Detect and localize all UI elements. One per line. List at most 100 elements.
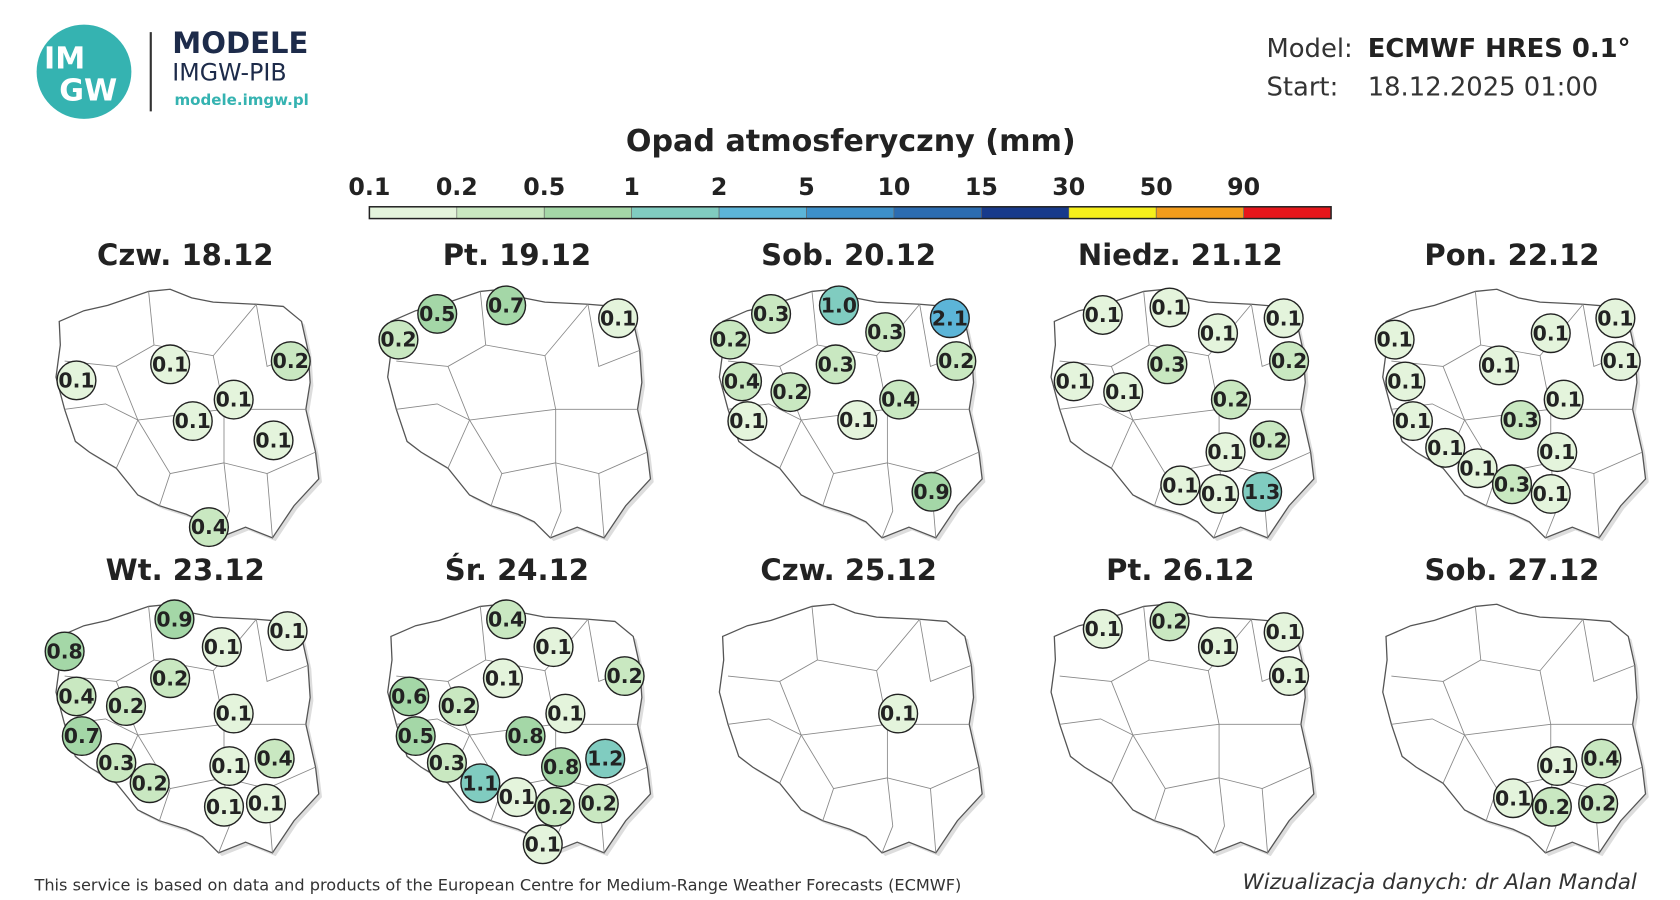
precip-bubble: [213, 693, 254, 734]
precip-value: 0.1: [547, 702, 583, 726]
precip-bubble: [1249, 420, 1290, 461]
precip-value: 0.1: [535, 635, 571, 659]
precip-value: 0.1: [216, 702, 252, 726]
precip-bubble: [1205, 432, 1246, 473]
precip-bubble: [1478, 345, 1520, 386]
maps: Czw. 18.120.10.1 0.20.10.10.10.4Pt. 19.12…: [44, 238, 1649, 865]
region-border: [881, 462, 894, 539]
precip-bubble: [929, 298, 970, 339]
region-border: [1582, 619, 1635, 683]
precip-value: 0.3: [1503, 408, 1539, 432]
precip-bubble: [1537, 746, 1578, 787]
day-title: Sob. 27.12: [1425, 553, 1600, 587]
logo-circle: [36, 24, 132, 119]
precip-value: 0.1: [600, 306, 636, 330]
precip-bubble: [482, 658, 524, 699]
precip-bubble: [389, 676, 430, 717]
day-map: Sob. 27.120.1 0.40.1 0.2 0.2: [1382, 553, 1649, 857]
day-map: Czw. 25.12 0.1: [718, 553, 986, 857]
precip-bubble: [721, 361, 763, 402]
region-border: [727, 718, 802, 736]
day-title: Niedz. 21.12: [1078, 238, 1283, 272]
region-border: [1059, 718, 1134, 736]
precip-bubble: [1197, 627, 1239, 668]
precip-value: 0.1: [216, 388, 252, 412]
precip-bubble: [1147, 344, 1188, 385]
precip-bubble: [1263, 612, 1304, 653]
precip-bubble: [936, 341, 977, 382]
precip-bubble: [878, 693, 919, 734]
precip-value: 0.1: [1271, 664, 1307, 688]
region-border: [881, 777, 894, 854]
precip-bubble: [585, 738, 626, 779]
precip-bubble: [96, 742, 137, 783]
precip-value: 0.2: [152, 666, 188, 690]
region-border: [598, 473, 605, 538]
precip-value: 0.2: [273, 349, 309, 373]
precip-value: 0.3: [818, 352, 854, 376]
region-border: [727, 606, 818, 682]
day-title: Pt. 26.12: [1106, 553, 1254, 587]
precip-value: 0.1: [1387, 370, 1423, 394]
brand: MODELE: [172, 26, 308, 60]
precip-value: 0.2: [938, 349, 974, 373]
region-border: [266, 473, 273, 538]
precip-value: 0.4: [488, 607, 524, 631]
day-title: Śr. 24.12: [445, 553, 589, 587]
precip-value: 0.8: [47, 640, 83, 664]
region-border: [255, 619, 309, 683]
precip-bubble: [815, 344, 856, 385]
region-border: [549, 462, 562, 539]
day-map: Śr. 24.120.40.10.20.10.6 0.2 0.10.5 0.80.3 0…: [387, 553, 654, 865]
precip-bubble: [750, 293, 792, 334]
precip-bubble: [44, 631, 85, 672]
precip-value: 0.1: [525, 832, 561, 856]
precip-bubble: [865, 312, 906, 353]
precip-value: 0.1: [1085, 617, 1121, 641]
precip-value: 0.4: [257, 747, 293, 771]
precip-bubble: [486, 599, 527, 640]
precip-value: 0.2: [380, 328, 416, 352]
precip-bubble: [1425, 427, 1466, 468]
precip-bubble: [818, 285, 860, 326]
legend-tick: 30: [1052, 173, 1085, 201]
precip-bubble: [105, 686, 147, 727]
precip-value: 0.1: [1533, 482, 1569, 506]
legend-swatch: [1243, 206, 1332, 219]
url: modele.imgw.pl: [174, 91, 308, 109]
precip-value: 0.1: [1162, 473, 1198, 497]
precip-bubble: [253, 420, 294, 461]
precip-bubble: [727, 401, 768, 442]
precip-bubble: [1457, 448, 1498, 489]
precip-value: 0.3: [867, 320, 903, 344]
precip-value: 0.1: [1395, 409, 1431, 433]
region-border: [1391, 291, 1482, 367]
precip-value: 0.4: [881, 388, 917, 412]
region-border: [115, 419, 139, 469]
precip-value: 0.7: [64, 724, 100, 748]
precip-value: 0.2: [441, 694, 477, 718]
precip-bubble: [770, 372, 811, 413]
precip-value: 0.1: [255, 428, 291, 452]
precip-value: 0.9: [156, 607, 192, 631]
region-border: [1059, 291, 1150, 367]
model: ECMWF HRES 0.1°: [1368, 34, 1631, 64]
precip-value: 1.2: [587, 747, 623, 771]
day-title: Czw. 25.12: [760, 553, 936, 587]
precip-value: 0.2: [1252, 428, 1288, 452]
day-map: Sob. 20.120.3 1.00.32.10.20.3 0.20.4 0.2 0.4…: [710, 238, 986, 542]
precip-bubble: [267, 611, 308, 652]
precip-value: 0.1: [152, 352, 188, 376]
precip-bubble: [188, 507, 230, 548]
precip-bubble: [598, 298, 639, 339]
precip-value: 0.1: [1597, 306, 1633, 330]
start-label: Start:: [1266, 72, 1338, 102]
precip-bubble: [209, 746, 250, 787]
precip-value: 0.4: [1583, 747, 1619, 771]
precip-bubble: [56, 360, 97, 401]
precip-bubble: [1392, 401, 1434, 442]
precip-value: 1.1: [462, 771, 498, 795]
precip-value: 0.1: [206, 795, 242, 819]
precip-bubble: [1082, 295, 1123, 335]
precip-bubble: [496, 777, 538, 818]
